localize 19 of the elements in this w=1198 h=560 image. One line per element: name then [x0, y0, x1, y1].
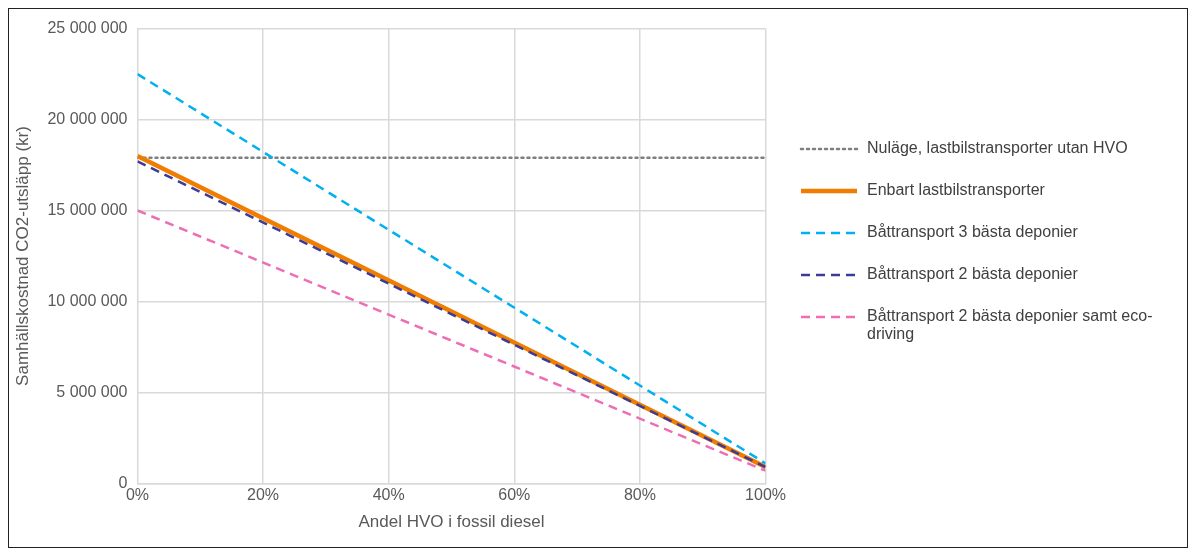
y-tick-label: 20 000 000	[47, 109, 128, 127]
legend-label: Enbart lastbilstransporter	[867, 181, 1045, 199]
x-tick-label: 80%	[623, 486, 656, 504]
x-tick-label: 100%	[745, 486, 786, 504]
legend-label: Nuläge, lastbilstransporter utan HVO	[867, 139, 1128, 157]
x-tick-label: 40%	[372, 486, 405, 504]
y-tick-label: 10 000 000	[47, 291, 128, 309]
x-tick-label: 60%	[498, 486, 531, 504]
y-axis-title: Samhällskostnad CO2-utsläpp (kr)	[12, 126, 32, 386]
x-tick-label: 20%	[247, 486, 280, 504]
legend-label: Båttransport 2 bästa deponier	[867, 265, 1078, 283]
y-tick-label: 25 000 000	[47, 19, 128, 37]
y-tick-label: 0	[118, 473, 128, 491]
x-tick-label: 0%	[125, 486, 150, 504]
y-tick-label: 5 000 000	[56, 382, 128, 400]
legend-label: Båttransport 3 bästa deponier	[867, 223, 1078, 241]
y-tick-label: 15 000 000	[47, 200, 128, 218]
legend-label: Båttransport 2 bästa deponier samt eco-driving	[867, 307, 1154, 343]
x-axis-title: Andel HVO i fossil diesel	[358, 512, 545, 532]
